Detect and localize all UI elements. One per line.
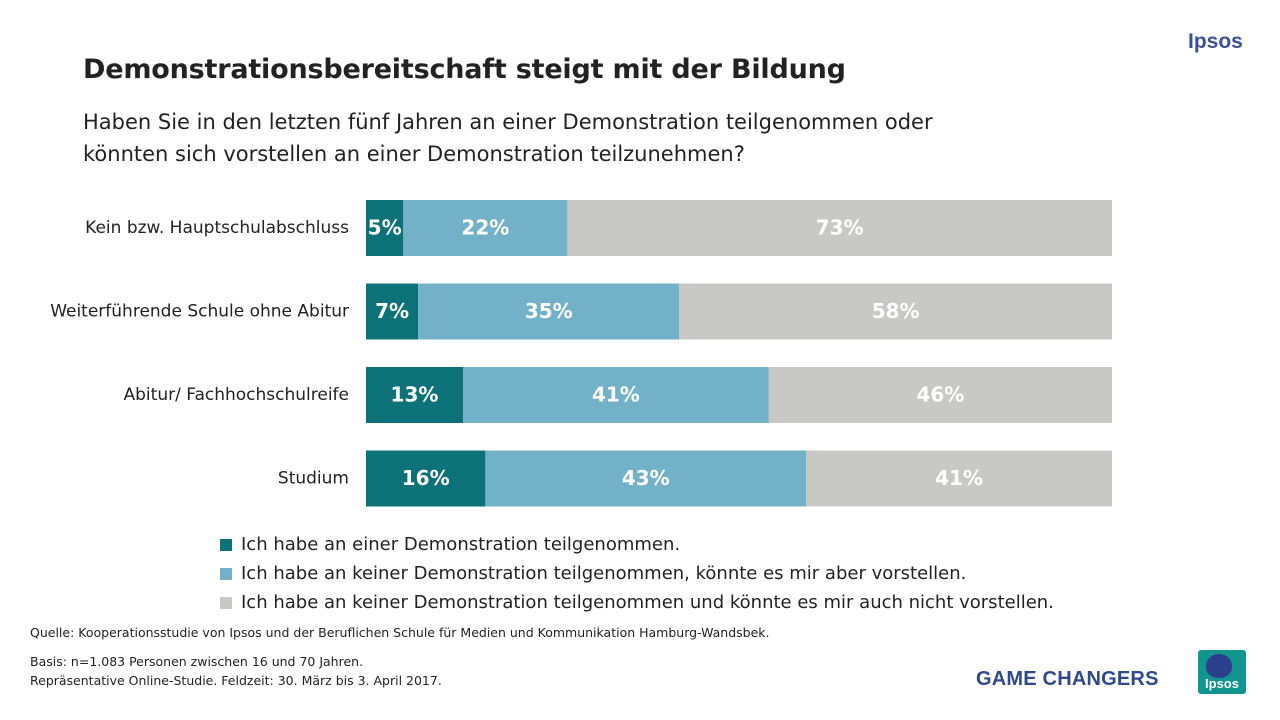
category-label-studium: Studium [278,469,349,489]
value-label-abitur-fachhochschulreife-series-2: 41% [592,383,640,407]
bar-segment-studium-series-2 [485,450,807,507]
bar-segment-studium-series-1 [366,450,486,507]
bar-segment-abitur-fachhochschulreife-series-3 [768,367,1112,423]
bar-segment-weiterf-hrende-schule-ohne-abitur-series-2 [418,283,680,340]
legend-swatch-not-imagine [220,596,232,609]
legend-swatch-participated [220,538,232,551]
value-label-studium-series-1: 16% [402,466,450,490]
bar-segment-abitur-fachhochschulreife-series-2 [462,367,769,423]
value-label-kein-bzw-hauptschulabschluss-series-1: 5% [368,216,402,240]
value-label-weiterf-hrende-schule-ohne-abitur-series-1: 7% [375,299,409,323]
basis-line-1: Basis: n=1.083 Personen zwischen 16 und … [30,654,364,669]
category-label-abitur-fachhochschulreife: Abitur/ Fachhochschulreife [124,385,349,405]
value-label-abitur-fachhochschulreife-series-1: 13% [391,383,439,407]
value-label-kein-bzw-hauptschulabschluss-series-3: 73% [816,216,864,240]
value-label-abitur-fachhochschulreife-series-3: 46% [916,383,964,407]
bar-segment-kein-bzw-hauptschulabschluss-series-2 [403,200,568,256]
stacked-bar-chart: Kein bzw. Hauptschulabschluss 5% 22% 73% Wei… [50,200,1112,507]
legend-swatch-could-imagine [220,567,232,580]
chart-legend: Ich habe an einer Demonstration teilgeno… [220,530,1054,617]
legend-label-could-imagine: Ich habe an keiner Demonstration teilgen… [241,563,967,584]
ipsos-logo-mark-icon [1206,654,1232,678]
legend-label-not-imagine: Ich habe an keiner Demonstration teilgen… [241,592,1054,613]
bar-segment-studium-series-3 [806,450,1112,507]
category-label-weiterf-hrende-schule-ohne-abitur: Weiterführende Schule ohne Abitur [50,302,349,322]
value-label-weiterf-hrende-schule-ohne-abitur-series-3: 58% [872,299,920,323]
page-title: Demonstrationsbereitschaft steigt mit de… [83,54,846,85]
ipsos-logo-text: Ipsos [1188,30,1243,53]
bar-segment-weiterf-hrende-schule-ohne-abitur-series-1 [366,283,419,340]
bar-segment-abitur-fachhochschulreife-series-1 [366,367,463,423]
chart-subtitle: Haben Sie in den letzten fünf Jahren an … [83,106,1023,170]
subtitle-line-2: könnten sich vorstellen an einer Demonst… [83,142,745,166]
value-label-kein-bzw-hauptschulabschluss-series-2: 22% [461,216,509,240]
bar-segment-kein-bzw-hauptschulabschluss-series-1 [366,200,404,256]
value-label-studium-series-3: 41% [935,466,983,490]
ipsos-logo: Ipsos [1198,650,1246,694]
bar-segment-kein-bzw-hauptschulabschluss-series-3 [567,200,1112,256]
bar-segment-weiterf-hrende-schule-ohne-abitur-series-3 [679,283,1112,340]
legend-item-not-imagine: Ich habe an keiner Demonstration teilgen… [220,588,1054,617]
source-note: Quelle: Kooperationsstudie von Ipsos und… [30,625,770,640]
legend-item-participated: Ich habe an einer Demonstration teilgeno… [220,530,1054,559]
value-label-studium-series-2: 43% [622,466,670,490]
value-label-weiterf-hrende-schule-ohne-abitur-series-2: 35% [525,299,573,323]
ipsos-logo-label: Ipsos [1205,676,1239,691]
legend-label-participated: Ich habe an einer Demonstration teilgeno… [241,534,681,555]
subtitle-line-1: Haben Sie in den letzten fünf Jahren an … [83,110,933,134]
category-label-kein-bzw-hauptschulabschluss: Kein bzw. Hauptschulabschluss [85,218,349,238]
game-changers-tagline: GAME CHANGERS [976,668,1159,690]
basis-note: Basis: n=1.083 Personen zwischen 16 und … [30,652,442,690]
legend-item-could-imagine: Ich habe an keiner Demonstration teilgen… [220,559,1054,588]
basis-line-2: Repräsentative Online-Studie. Feldzeit: … [30,673,442,688]
